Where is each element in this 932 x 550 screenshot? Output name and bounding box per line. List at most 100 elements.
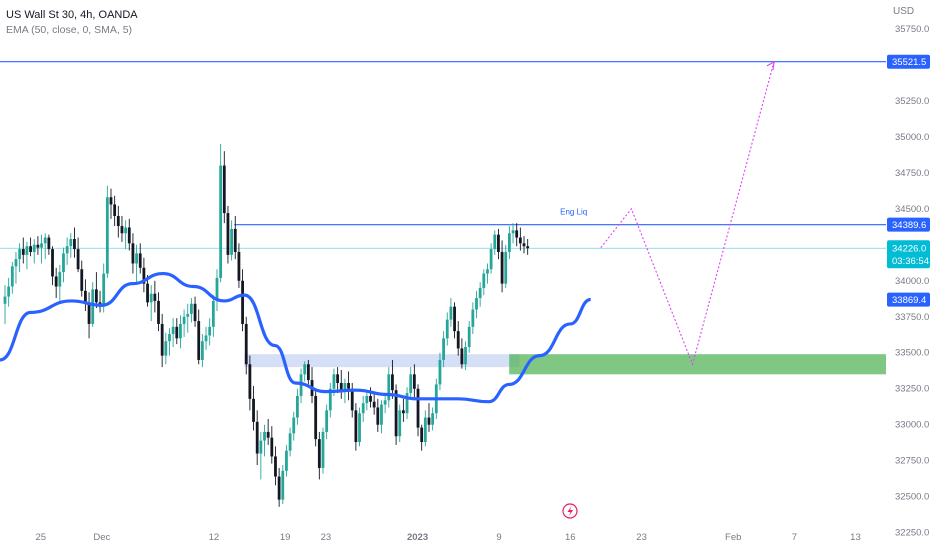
candle (299, 368, 303, 404)
lightning-marker[interactable] (562, 503, 578, 519)
lightning-icon (567, 506, 573, 517)
candle-body (58, 272, 62, 287)
candle (526, 239, 530, 255)
candle-body (76, 249, 80, 270)
candle (94, 272, 98, 309)
candle-body (401, 410, 405, 414)
candle-body (314, 395, 318, 440)
candle (259, 431, 263, 480)
candle-body (431, 413, 435, 425)
candle-body (91, 289, 95, 324)
candle (204, 326, 208, 350)
candle (179, 315, 182, 349)
candle (131, 233, 135, 274)
candle (21, 237, 25, 264)
candle-body (142, 267, 146, 284)
ema-line[interactable] (0, 271, 592, 404)
candle-body (175, 326, 179, 339)
candle (29, 237, 32, 257)
candle (409, 367, 413, 399)
candle (182, 309, 186, 337)
time-tick: 23 (636, 532, 647, 543)
candle-body (157, 300, 160, 324)
time-tick: 23 (321, 532, 332, 543)
tag-last-price[interactable]: 34226.003:36:54 (887, 240, 930, 269)
candle-body (197, 321, 201, 360)
candle-body (420, 427, 424, 443)
candle (354, 403, 358, 451)
candle (398, 404, 402, 443)
candle (372, 391, 376, 415)
symbol-title[interactable]: US Wall St 30, 4h, OANDA (6, 9, 138, 21)
candle (431, 407, 435, 431)
candle-body (493, 234, 497, 250)
candle (321, 427, 325, 474)
levels-layer (0, 61, 886, 249)
candle (168, 328, 171, 356)
candle-body (365, 395, 369, 404)
candle (387, 367, 391, 408)
indicator-title[interactable]: EMA (50, close, 0, SMA, 5) (6, 24, 133, 36)
candle-body (522, 243, 526, 247)
price-tick: 33500.0 (895, 348, 929, 359)
candle-body (113, 204, 117, 216)
price-axis[interactable]: 35750.035500.035250.035000.034750.034500… (895, 24, 929, 539)
candle-body (270, 437, 274, 457)
candle-body (21, 249, 25, 255)
candle-body (412, 374, 416, 389)
candle (252, 385, 255, 431)
demand-zone[interactable] (509, 354, 886, 375)
candle-body (350, 388, 354, 411)
candle-body (146, 283, 149, 303)
price-tick: 34500.0 (895, 204, 929, 215)
price-tick: 33250.0 (895, 384, 929, 395)
price-tick: 33000.0 (895, 420, 929, 431)
candle (62, 247, 65, 283)
candle (190, 298, 193, 323)
candle (376, 398, 380, 432)
candle (394, 384, 398, 445)
candle-body (296, 395, 299, 418)
price-tick: 35750.0 (895, 24, 929, 35)
candle (274, 446, 277, 486)
time-tick: 2023 (407, 532, 428, 543)
tag-last-price-bg (887, 240, 930, 269)
candle-body (40, 243, 43, 248)
candle-body (515, 230, 519, 238)
candle (25, 241, 29, 270)
time-tick: 7 (792, 532, 797, 543)
candle (120, 215, 124, 242)
candle (350, 382, 354, 418)
tag-ema[interactable]: 33869.4 (887, 292, 930, 307)
candle (347, 371, 350, 401)
candle (51, 246, 54, 286)
candle-body (87, 303, 91, 324)
time-axis[interactable]: 25 Dec 12 19 23 2023 9 16 23 Feb 7 13 (35, 532, 860, 543)
candle-body (347, 382, 350, 389)
tag-level-mid[interactable]: 34389.6 (887, 217, 930, 232)
candle-body (453, 306, 456, 332)
candle-body (54, 276, 58, 287)
candle (292, 411, 296, 441)
candle-body (230, 228, 234, 255)
candle (482, 269, 486, 296)
candle (193, 296, 197, 327)
candle-body (409, 374, 413, 394)
candle (420, 424, 424, 451)
candle (175, 318, 179, 345)
supply-zone[interactable] (244, 354, 520, 368)
projection-path[interactable] (600, 61, 775, 367)
candle-body (226, 213, 230, 255)
candle (263, 424, 266, 457)
candle (73, 227, 76, 258)
tag-level-top[interactable]: 35521.5 (887, 54, 930, 69)
candle (416, 384, 420, 437)
candle (105, 185, 109, 278)
candle (456, 321, 460, 356)
candle (248, 355, 252, 411)
candle-body (255, 421, 259, 454)
candle-body (343, 382, 347, 392)
candle-body (460, 348, 464, 365)
candle (391, 359, 394, 399)
